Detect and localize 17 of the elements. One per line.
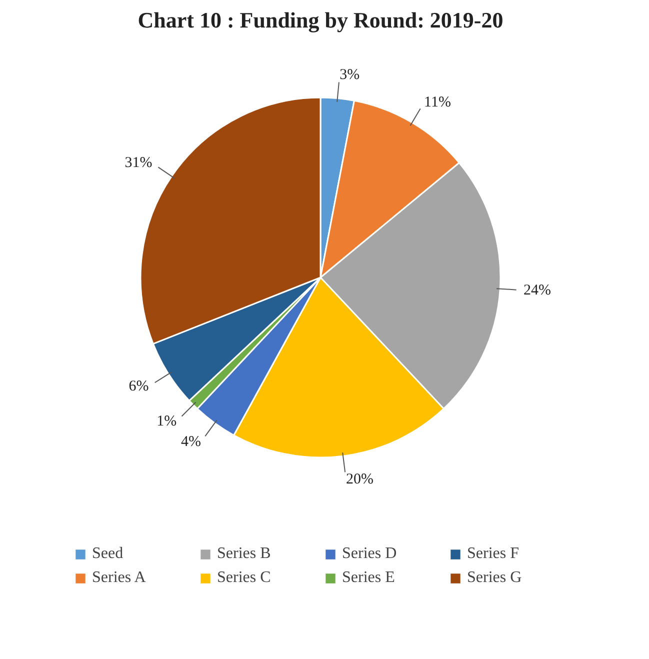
- data-label: 3%: [340, 67, 360, 84]
- legend-label: Series A: [92, 569, 147, 587]
- legend-label: Series F: [467, 545, 520, 563]
- data-label: 20%: [346, 471, 374, 488]
- data-label: 4%: [180, 434, 201, 450]
- chart-title: Chart 10 : Funding by Round: 2019-20: [138, 8, 504, 32]
- legend-label: Seed: [92, 545, 124, 563]
- legend-label: Series G: [467, 569, 523, 587]
- legend-label: Series E: [342, 569, 396, 587]
- legend-label: Series C: [217, 569, 272, 587]
- legend-label: Series D: [342, 545, 398, 563]
- legend-label: Series B: [217, 545, 272, 563]
- data-label: 1%: [156, 413, 177, 430]
- data-label: 6%: [128, 378, 149, 394]
- data-label: 11%: [424, 94, 451, 110]
- data-label: 31%: [124, 155, 152, 172]
- data-label: 24%: [524, 282, 551, 298]
